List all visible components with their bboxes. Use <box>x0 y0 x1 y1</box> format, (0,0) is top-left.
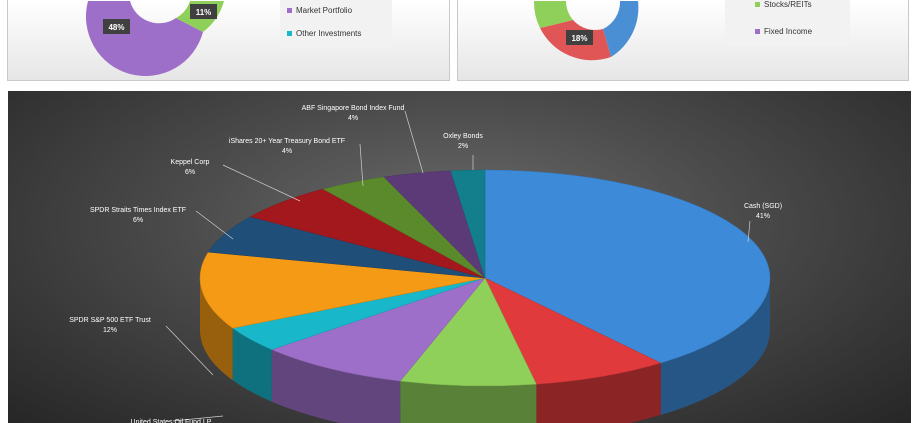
donut-badge-18: 18% <box>571 34 587 43</box>
slice-percent-label: 12% <box>103 327 117 334</box>
slice-label: Keppel Corp <box>171 159 210 166</box>
asset-class-donut-panel: 18% Stocks/REITs Fixed Income <box>457 0 909 81</box>
pie-side-walls <box>200 278 770 423</box>
pie-slice <box>450 169 486 279</box>
pie-slice <box>484 169 771 364</box>
legend-swatch <box>287 8 292 13</box>
holdings-pie-chart: Cash (SGD) 41% United States Oil Fund LP SP… <box>8 91 911 423</box>
legend: Market Portfolio Other Investments <box>280 0 392 48</box>
pie-side-wall <box>232 328 272 402</box>
legend: Stocks/REITs Fixed Income <box>725 0 850 46</box>
legend-label: Market Portfolio <box>296 6 353 15</box>
slice-label: Cash (SGD) <box>744 203 782 210</box>
legend-item: Other Investments <box>287 29 361 38</box>
allocation-donut: 48% 11% <box>85 1 224 77</box>
legend-item: Stocks/REITs <box>755 0 812 9</box>
donut-segment-green <box>533 1 573 28</box>
leader-line <box>747 220 751 243</box>
slice-label: Oxley Bonds <box>443 133 483 140</box>
badge-bg <box>103 19 130 34</box>
badge-bg <box>566 30 593 45</box>
slice-percent-label: 2% <box>458 143 468 150</box>
slice-label: United States Oil Fund LP <box>131 419 212 423</box>
slice-percent-label: 4% <box>282 148 292 155</box>
legend-swatch <box>287 31 292 36</box>
pie-slice <box>484 277 662 385</box>
pie-side-wall <box>400 381 537 423</box>
slice-label: ABF Singapore Bond Index Fund <box>302 105 405 112</box>
leader-line <box>359 143 364 187</box>
allocation-donut-panel: 48% 11% Market Portfolio Other Investmen… <box>7 0 450 81</box>
slice-label: SPDR S&P 500 ETF Trust <box>69 317 151 324</box>
asset-class-donut: 18% <box>533 1 639 61</box>
leader-line <box>404 110 424 174</box>
pie-slice <box>399 277 537 387</box>
pie-slice <box>270 277 486 382</box>
legend-item: Market Portfolio <box>287 6 352 15</box>
slice-label: iShares 20+ Year Treasury Bond ETF <box>229 138 345 145</box>
legend-swatch <box>755 29 760 34</box>
pie-side-wall <box>660 278 770 416</box>
pie-side-wall <box>536 363 661 423</box>
leader-line <box>165 325 214 376</box>
donut-badge-11: 11% <box>196 8 212 17</box>
pie-side-wall <box>271 349 401 423</box>
donut-badge-48: 48% <box>108 23 124 32</box>
leader-line <box>222 164 301 202</box>
donut-segment-blue <box>603 1 639 57</box>
legend-label: Other Investments <box>296 29 362 38</box>
legend-label: Stocks/REITs <box>764 0 812 9</box>
leader-line <box>172 415 224 422</box>
legend-swatch <box>755 2 760 7</box>
slice-percent-label: 6% <box>185 169 195 176</box>
legend-item: Fixed Income <box>755 27 812 36</box>
legend-label: Fixed Income <box>764 27 813 36</box>
slice-percent-label: 41% <box>756 213 770 220</box>
badge-bg <box>190 4 217 19</box>
slice-label: SPDR Straits Times Index ETF <box>90 207 186 214</box>
slice-percent-label: 4% <box>348 115 358 122</box>
slice-percent-label: 6% <box>133 217 143 224</box>
pie-side-wall <box>200 278 233 381</box>
pie-chart-canvas: Cash (SGD) 41% United States Oil Fund LP SP… <box>69 105 782 423</box>
pie-slice <box>199 251 486 329</box>
leader-line <box>195 210 234 240</box>
